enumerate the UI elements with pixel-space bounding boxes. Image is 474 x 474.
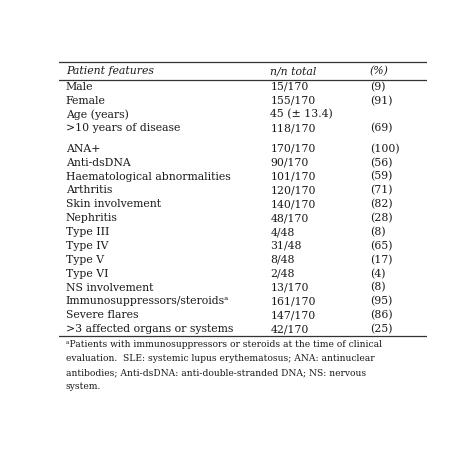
Text: 120/170: 120/170 — [271, 185, 316, 195]
Text: (25): (25) — [370, 324, 392, 334]
Text: Nephritis: Nephritis — [66, 213, 118, 223]
Text: Haematological abnormalities: Haematological abnormalities — [66, 172, 231, 182]
Text: (65): (65) — [370, 241, 392, 251]
Text: (59): (59) — [370, 172, 392, 182]
Text: Male: Male — [66, 82, 93, 92]
Text: (86): (86) — [370, 310, 392, 320]
Text: 161/170: 161/170 — [271, 296, 316, 306]
Text: (28): (28) — [370, 213, 392, 223]
Text: 101/170: 101/170 — [271, 172, 316, 182]
Text: 8/48: 8/48 — [271, 255, 295, 265]
Text: Immunosuppressors/steroidsᵃ: Immunosuppressors/steroidsᵃ — [66, 296, 229, 306]
Text: (71): (71) — [370, 185, 392, 196]
Text: evaluation.  SLE: systemic lupus erythematosus; ANA: antinuclear: evaluation. SLE: systemic lupus erythema… — [66, 355, 374, 364]
Text: (8): (8) — [370, 283, 385, 293]
Text: Severe flares: Severe flares — [66, 310, 138, 320]
Text: Type III: Type III — [66, 227, 109, 237]
Text: Anti-dsDNA: Anti-dsDNA — [66, 158, 131, 168]
Text: 45 (± 13.4): 45 (± 13.4) — [271, 109, 333, 120]
Text: 42/170: 42/170 — [271, 324, 309, 334]
Text: Patient features: Patient features — [66, 66, 154, 76]
Text: (17): (17) — [370, 255, 392, 265]
Text: Skin involvement: Skin involvement — [66, 200, 161, 210]
Text: 170/170: 170/170 — [271, 144, 316, 154]
Text: antibodies; Anti-dsDNA: anti-double-stranded DNA; NS: nervous: antibodies; Anti-dsDNA: anti-double-stra… — [66, 368, 366, 377]
Text: >3 affected organs or systems: >3 affected organs or systems — [66, 324, 233, 334]
Text: (%): (%) — [370, 66, 389, 76]
Text: system.: system. — [66, 382, 101, 391]
Text: (82): (82) — [370, 199, 392, 210]
Text: 147/170: 147/170 — [271, 310, 316, 320]
Text: (9): (9) — [370, 82, 385, 92]
Text: 140/170: 140/170 — [271, 200, 316, 210]
Text: (100): (100) — [370, 144, 399, 154]
Text: NS involvement: NS involvement — [66, 283, 153, 292]
Text: 4/48: 4/48 — [271, 227, 295, 237]
Text: ANA+: ANA+ — [66, 144, 100, 154]
Text: Type VI: Type VI — [66, 269, 109, 279]
Text: Arthritis: Arthritis — [66, 185, 112, 195]
Text: ᵃPatients with immunosuppressors or steroids at the time of clinical: ᵃPatients with immunosuppressors or ster… — [66, 340, 382, 349]
Text: 118/170: 118/170 — [271, 123, 316, 133]
Text: 15/170: 15/170 — [271, 82, 309, 92]
Text: (56): (56) — [370, 157, 392, 168]
Text: (69): (69) — [370, 123, 392, 134]
Text: (91): (91) — [370, 96, 392, 106]
Text: 48/170: 48/170 — [271, 213, 309, 223]
Text: n/n total: n/n total — [271, 66, 317, 76]
Text: 2/48: 2/48 — [271, 269, 295, 279]
Text: Female: Female — [66, 96, 106, 106]
Text: 31/48: 31/48 — [271, 241, 302, 251]
Text: Age (years): Age (years) — [66, 109, 129, 120]
Text: (95): (95) — [370, 296, 392, 307]
Text: 13/170: 13/170 — [271, 283, 309, 292]
Text: 90/170: 90/170 — [271, 158, 309, 168]
Text: (8): (8) — [370, 227, 385, 237]
Text: Type V: Type V — [66, 255, 104, 265]
Text: 155/170: 155/170 — [271, 96, 316, 106]
Text: Type IV: Type IV — [66, 241, 109, 251]
Text: >10 years of disease: >10 years of disease — [66, 123, 180, 133]
Text: (4): (4) — [370, 269, 385, 279]
